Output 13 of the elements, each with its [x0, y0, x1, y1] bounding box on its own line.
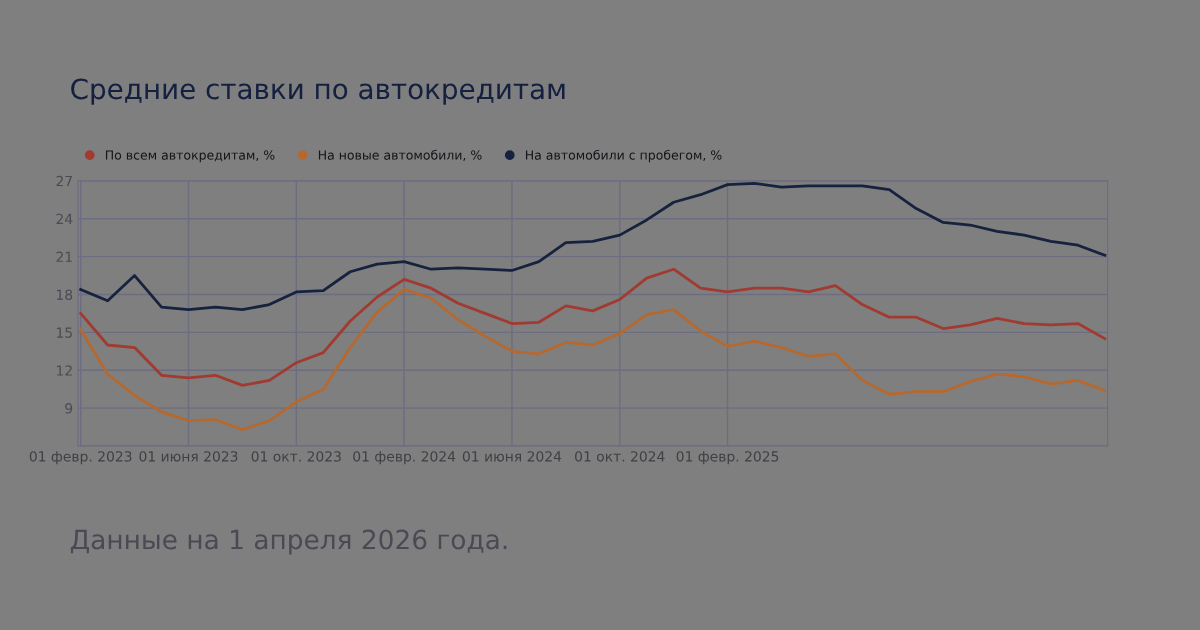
x-tick-label: 01 окт. 2024	[575, 451, 665, 462]
x-tick-label: 01 февр. 2024	[353, 451, 456, 465]
x-tick-label: 01 июня 2024	[462, 451, 562, 462]
x-tick-label: 01 июня 2023	[139, 451, 238, 462]
legend-label: На новые автомобили, %	[318, 149, 482, 162]
chart-title: Средние ставки по автокредитам	[71, 78, 565, 105]
line-series	[79, 288, 1107, 432]
x-tick-label: 01 февр. 2025	[676, 451, 779, 465]
legend-label: На автомобили с пробегом, %	[525, 149, 722, 163]
line-series	[79, 267, 1107, 387]
legend-label: По всем автокредитам, %	[105, 150, 275, 163]
x-tick-label: 01 окт. 2023	[251, 451, 341, 462]
x-tick-label: 01 февр. 2023	[29, 451, 132, 465]
